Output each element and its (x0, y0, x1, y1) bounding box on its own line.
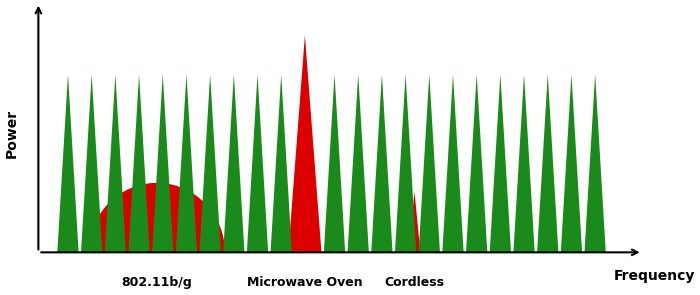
Polygon shape (288, 35, 321, 252)
Polygon shape (152, 74, 174, 252)
Polygon shape (395, 74, 416, 252)
Text: Microwave Oven: Microwave Oven (247, 276, 363, 289)
Polygon shape (128, 74, 150, 252)
Polygon shape (89, 183, 225, 252)
Polygon shape (584, 74, 606, 252)
Polygon shape (247, 74, 268, 252)
Polygon shape (371, 74, 393, 252)
Polygon shape (81, 74, 102, 252)
Polygon shape (442, 74, 463, 252)
Polygon shape (270, 74, 292, 252)
Text: Cordless: Cordless (384, 276, 444, 289)
Polygon shape (537, 74, 559, 252)
Polygon shape (176, 74, 197, 252)
Text: Frequency: Frequency (614, 269, 695, 283)
Polygon shape (466, 74, 487, 252)
Polygon shape (490, 74, 511, 252)
Polygon shape (419, 74, 440, 252)
Polygon shape (223, 74, 244, 252)
Polygon shape (105, 74, 126, 252)
Text: 802.11b/g: 802.11b/g (121, 276, 192, 289)
Polygon shape (324, 74, 345, 252)
Polygon shape (199, 74, 220, 252)
Polygon shape (347, 74, 369, 252)
Polygon shape (57, 74, 78, 252)
Polygon shape (409, 191, 421, 252)
Polygon shape (513, 74, 535, 252)
Text: Power: Power (5, 108, 19, 158)
Polygon shape (561, 74, 582, 252)
